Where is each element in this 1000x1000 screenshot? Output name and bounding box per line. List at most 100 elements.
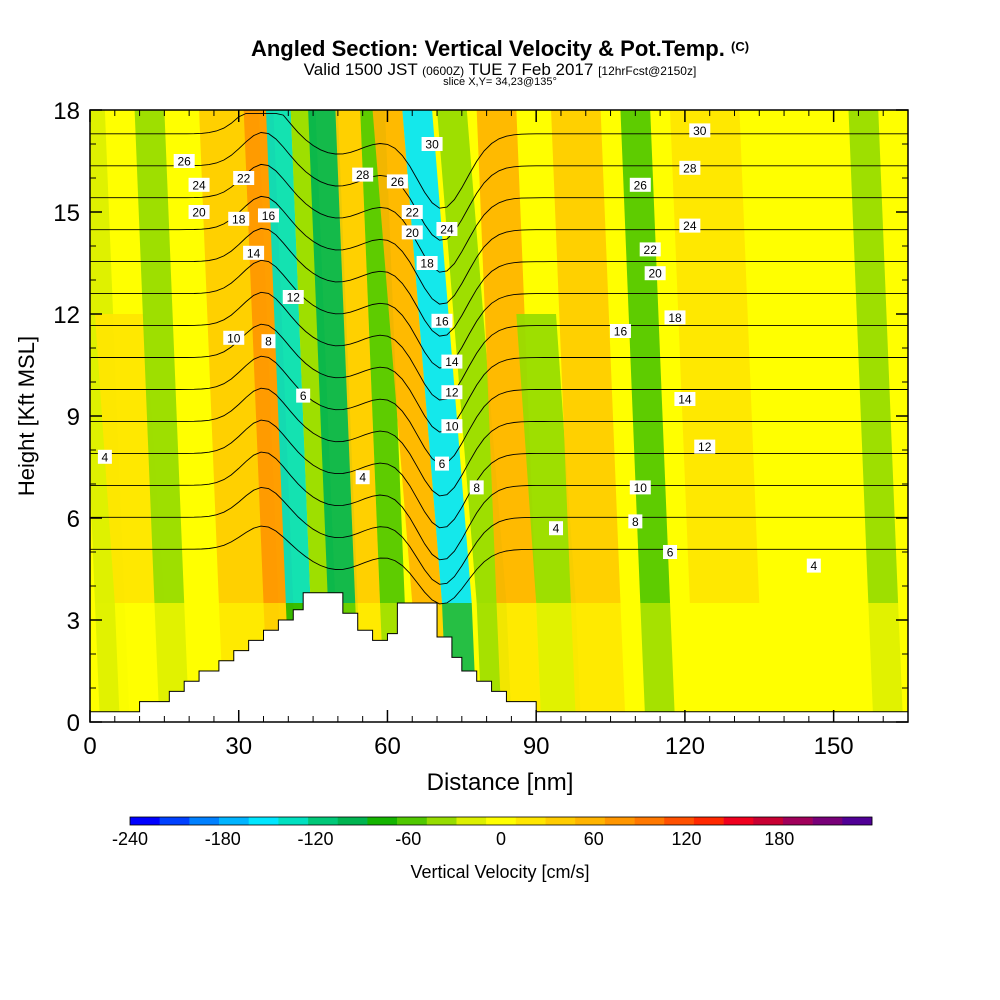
contour-label-bg (679, 160, 701, 175)
velocity-band (476, 110, 537, 603)
contour-label-bg (434, 456, 449, 471)
colorbar-swatch (486, 817, 517, 825)
colorbar-swatch (397, 817, 428, 825)
colorbar-tick-label: -180 (205, 829, 241, 849)
colorbar-tick-label: -120 (297, 829, 333, 849)
axes: 0 30 60 90 120 150 0 3 6 9 12 15 18 (53, 98, 908, 760)
x-tick-label: 120 (665, 733, 705, 760)
contour-label-bg (355, 470, 370, 485)
colorbar-swatch (426, 817, 457, 825)
velocity-band (134, 110, 185, 603)
contour-label: 22 (406, 206, 420, 220)
y-tick-label: 18 (53, 98, 80, 125)
y-axis-label: Height [Kft MSL] (14, 336, 39, 496)
colorbar-swatch (664, 817, 695, 825)
contour-label: 24 (192, 178, 206, 192)
contour-label-bg (806, 558, 821, 573)
contour-label-bg (628, 514, 643, 529)
pot-temp-contour (90, 227, 908, 337)
velocity-band-lower (536, 603, 581, 722)
contour-label: 28 (683, 161, 697, 175)
colorbar-swatch (278, 817, 309, 825)
contour-label: 22 (644, 243, 658, 257)
colorbar: -240 -180 -120 -60 0 60 120 180 (112, 816, 873, 849)
velocity-band-lower (769, 603, 824, 722)
y-tick-label: 6 (67, 506, 80, 533)
colorbar-tick-label: -60 (395, 829, 421, 849)
contour-label-bg (97, 449, 112, 464)
contour-label-bg (441, 354, 463, 369)
contour-label-bg (188, 177, 210, 192)
colorbar-tick-label: 60 (584, 829, 604, 849)
contour-label-bg (261, 334, 276, 349)
colorbar-tick-label: -240 (112, 829, 148, 849)
colorbar-swatch (189, 817, 220, 825)
pot-temp-contour (90, 525, 908, 605)
colorbar-tick-label: 120 (671, 829, 701, 849)
chart-valid-time: Valid 1500 JST (0600Z) TUE 7 Feb 2017 [1… (0, 60, 1000, 80)
contour-label: 12 (698, 440, 712, 454)
contour-label-bg (401, 205, 423, 219)
contour-label: 8 (632, 515, 639, 529)
x-tick-label: 0 (83, 733, 96, 760)
contour-label-bg (689, 123, 711, 138)
x-tick-label: 60 (374, 733, 401, 760)
colorbar-swatch (308, 817, 339, 825)
contour-label: 8 (473, 481, 480, 495)
contour-label-bg (441, 419, 463, 434)
contour-label: 26 (391, 175, 405, 189)
contour-label-bg (629, 480, 651, 495)
contour-label: 20 (406, 226, 420, 240)
contour-label-bg (223, 330, 245, 345)
contour-label: 4 (553, 522, 560, 536)
contour-label: 20 (192, 206, 206, 220)
contour-label: 18 (420, 257, 434, 271)
contour-label-bg (416, 256, 438, 270)
velocity-band (551, 110, 621, 603)
pot-temp-contour (90, 163, 908, 273)
velocity-band-lower (868, 603, 904, 722)
chart-title: Angled Section: Vertical Velocity & Pot.… (0, 36, 1000, 62)
valid-forecast: [12hrFcst@2150z] (598, 64, 697, 78)
colorbar-swatch (456, 817, 487, 825)
contour-label: 24 (440, 223, 454, 237)
contour-label: 18 (668, 311, 682, 325)
velocity-band-lower (640, 603, 675, 722)
chart-title-unit-tag: (C) (731, 39, 750, 54)
colorbar-swatch (604, 817, 635, 825)
contour-label-bg (401, 225, 423, 240)
pot-temp-contour (90, 112, 908, 209)
colorbar-swatch (753, 817, 784, 825)
colorbar-swatch (634, 817, 665, 825)
contour-label-bg (469, 480, 484, 495)
contour-label-bg (228, 211, 250, 226)
contour-label: 18 (232, 212, 246, 226)
contour-label: 12 (287, 291, 301, 305)
contour-label: 14 (247, 246, 261, 260)
valid-zulu: (0600Z) (422, 64, 465, 78)
colorbar-swatch (130, 817, 160, 825)
colorbar-swatch (575, 817, 606, 825)
contour-label-bg (639, 242, 661, 257)
contour-label: 20 (648, 267, 662, 281)
velocity-band (848, 110, 899, 603)
velocity-band-lower (570, 603, 626, 722)
contour-label-bg (609, 324, 631, 338)
y-tick-label: 9 (67, 404, 80, 431)
chart-title-text: Angled Section: Vertical Velocity & Pot.… (250, 36, 725, 61)
pot-temp-contour (90, 259, 908, 369)
pot-temp-contour (90, 451, 908, 561)
contour-label-bg (431, 313, 453, 328)
velocity-band (620, 110, 671, 603)
colorbar-frame (129, 816, 873, 826)
contour-label-bg (629, 177, 651, 192)
contour-label: 26 (634, 178, 648, 192)
contour-label: 4 (810, 559, 817, 573)
contour-label-bg (644, 266, 666, 281)
contour-label: 4 (102, 450, 109, 464)
contour-label-bg (679, 218, 701, 233)
x-tick-label: 90 (523, 733, 550, 760)
terrain-profile (90, 592, 908, 722)
